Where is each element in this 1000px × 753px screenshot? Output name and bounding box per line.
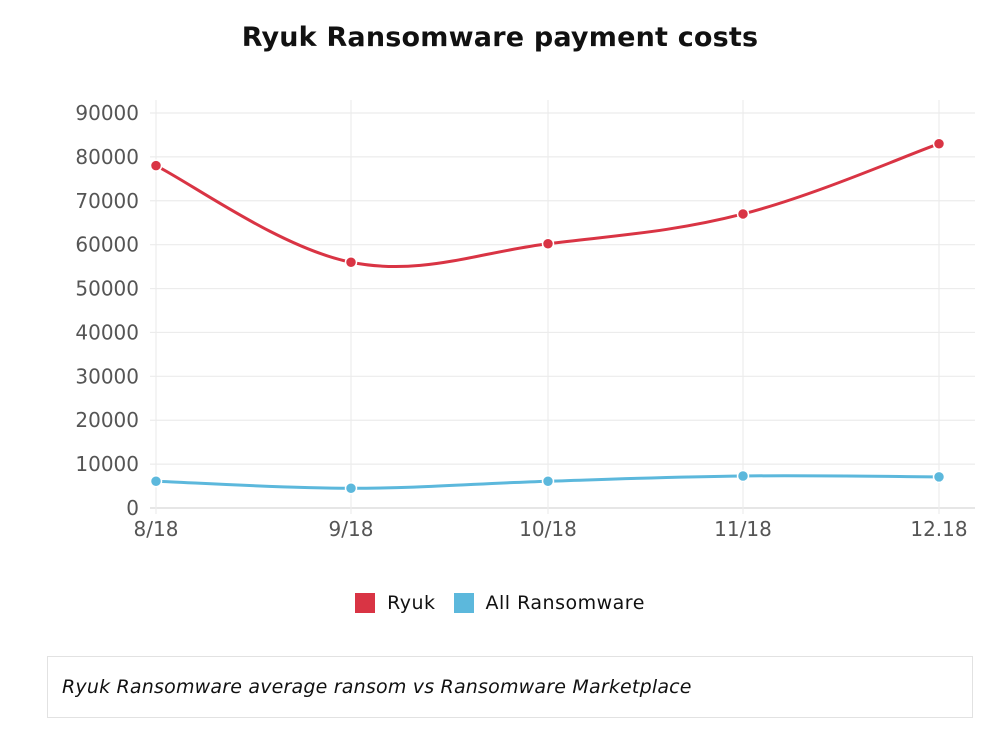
x-tick-label: 12.18 <box>910 517 967 541</box>
y-tick-label: 90000 <box>75 101 139 125</box>
y-tick-label: 60000 <box>75 233 139 257</box>
x-tick-label: 9/18 <box>329 517 374 541</box>
y-tick-label: 10000 <box>75 452 139 476</box>
data-point-ryuk[interactable] <box>149 159 163 172</box>
y-tick-label: 0 <box>126 496 139 520</box>
line-chart: 0 10000 20000 30000 40000 50000 60000 70000 8000… <box>75 100 975 541</box>
data-point-ryuk[interactable] <box>932 137 946 150</box>
y-tick-label: 70000 <box>75 189 139 213</box>
legend-item-all-ransomware[interactable]: All Ransomware <box>453 592 645 614</box>
legend-label-all-ransomware: All Ransomware <box>485 592 645 614</box>
y-tick-label: 20000 <box>75 408 139 432</box>
chart-caption: Ryuk Ransomware average ransom vs Ransom… <box>47 656 973 718</box>
data-point-ryuk[interactable] <box>344 255 358 269</box>
data-point-all-ransomware[interactable] <box>149 474 163 488</box>
y-tick-label: 50000 <box>75 277 139 301</box>
y-tick-label: 30000 <box>75 364 139 388</box>
data-point-all-ransomware[interactable] <box>541 474 555 488</box>
legend-item-ryuk[interactable]: Ryuk <box>355 592 435 614</box>
legend-swatch-ryuk <box>355 593 376 613</box>
x-tick-label: 10/18 <box>519 517 577 541</box>
legend: Ryuk All Ransomware <box>0 592 1000 614</box>
data-point-all-ransomware[interactable] <box>932 470 946 484</box>
caption-text: Ryuk Ransomware average ransom vs Ransom… <box>62 676 692 698</box>
data-point-all-ransomware[interactable] <box>736 469 750 483</box>
grid-lines <box>150 100 975 514</box>
data-point-all-ransomware[interactable] <box>344 482 358 495</box>
y-tick-label: 40000 <box>75 320 139 344</box>
data-point-ryuk[interactable] <box>736 207 750 221</box>
y-tick-label: 80000 <box>75 145 139 169</box>
chart-title: Ryuk Ransomware payment costs <box>241 22 759 53</box>
x-tick-label: 11/18 <box>714 517 772 541</box>
series-layer <box>149 137 946 495</box>
y-axis: 0 10000 20000 30000 40000 50000 60000 70000 8000… <box>75 101 139 520</box>
legend-swatch-all-ransomware <box>453 593 474 613</box>
x-tick-label: 8/18 <box>134 517 179 541</box>
data-point-ryuk[interactable] <box>541 237 555 251</box>
legend-label-ryuk: Ryuk <box>387 592 436 614</box>
x-axis: 8/18 9/18 10/18 11/18 12.18 <box>134 517 968 541</box>
